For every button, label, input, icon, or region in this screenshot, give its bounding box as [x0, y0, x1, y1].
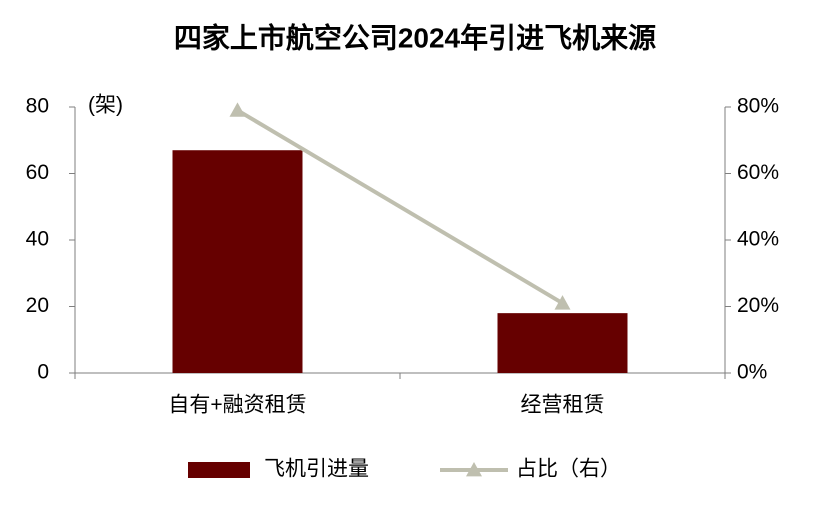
chart-title: 四家上市航空公司2024年引进飞机来源 [174, 21, 656, 53]
y2-tick-label: 40% [737, 228, 779, 251]
y-tick-label: 0 [37, 361, 49, 384]
legend-marker [466, 462, 482, 477]
y-tick-label: 60 [26, 161, 49, 184]
x-tick-label: 经营租赁 [521, 394, 605, 417]
line [236, 108, 564, 305]
y2-tick-label: 20% [737, 294, 779, 317]
legend-label: 飞机引进量 [264, 458, 369, 481]
legend-swatch [188, 462, 250, 478]
x-tick-label: 自有+融资租赁 [168, 394, 306, 417]
y2-tick-label: 60% [737, 161, 779, 184]
bar [172, 150, 303, 373]
y2-tick-label: 80% [737, 95, 779, 118]
bar [497, 313, 628, 373]
y-axis-label: (架) [88, 94, 123, 117]
y-tick-label: 20 [26, 294, 49, 317]
y2-tick-label: 0% [737, 361, 767, 384]
y-tick-label: 40 [26, 228, 49, 251]
line-marker [554, 295, 571, 310]
y-tick-label: 80 [26, 95, 49, 118]
legend-label: 占比（右） [516, 458, 621, 481]
line-marker [229, 102, 246, 117]
